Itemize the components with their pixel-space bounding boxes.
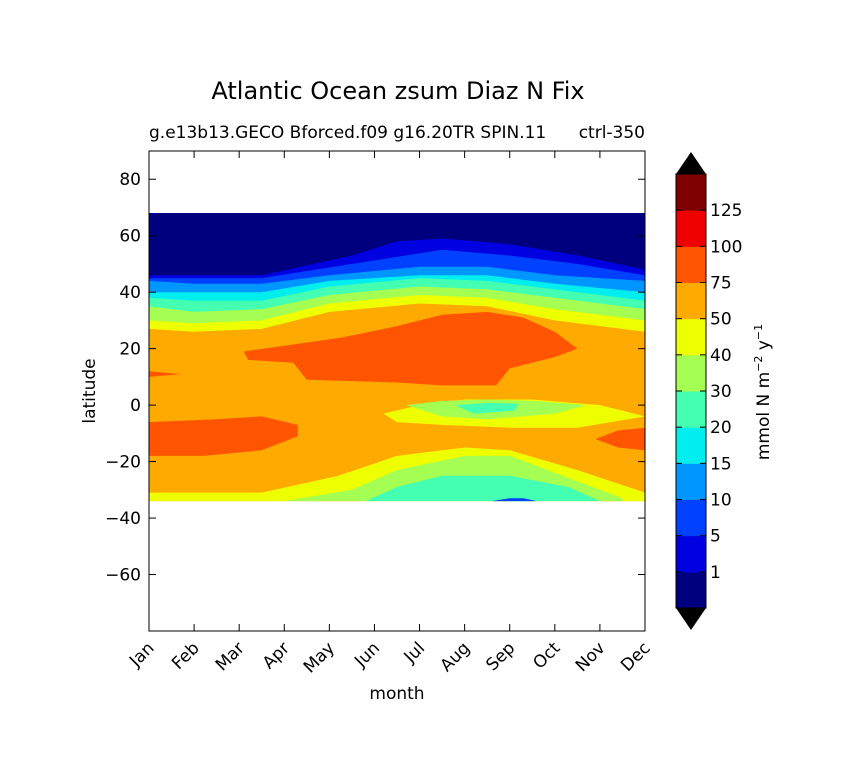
y-axis-label: latitude bbox=[80, 358, 100, 423]
colorbar-tick-label: 40 bbox=[710, 346, 732, 366]
colorbar-tick-label: 75 bbox=[710, 274, 732, 294]
plot-frame bbox=[148, 150, 646, 632]
y-tick-label: −40 bbox=[105, 509, 141, 529]
contour-75-100-north bbox=[243, 311, 578, 386]
x-axis-label: month bbox=[369, 684, 424, 704]
colorbar-bin bbox=[676, 174, 706, 211]
colorbar-tick-label: 1 bbox=[710, 563, 721, 583]
y-tick-label: 80 bbox=[119, 170, 141, 190]
y-axis: 80 60 40 20 0 −20 −40 −60 bbox=[105, 170, 645, 586]
colorbar-tick-label: 10 bbox=[710, 491, 732, 511]
plot-area bbox=[148, 150, 646, 632]
colorbar-tick-label: 5 bbox=[710, 527, 721, 547]
contour-75-100-south-west bbox=[149, 416, 298, 456]
colorbar-tick-label: 15 bbox=[710, 454, 732, 474]
x-tick-label: Jun bbox=[350, 638, 384, 672]
colorbar-bin bbox=[676, 571, 706, 609]
x-tick-label: Jan bbox=[125, 638, 158, 671]
colorbar-label-exp2: −1 bbox=[752, 324, 765, 340]
colorbar-bin bbox=[676, 499, 706, 537]
colorbar-tick-label: 100 bbox=[710, 237, 742, 257]
colorbar-tick-label: 50 bbox=[710, 310, 732, 330]
colorbar-bin bbox=[676, 391, 706, 428]
chart-subtitle-left: g.e13b13.GECO Bforced.f09 g16.20TR SPIN.… bbox=[149, 123, 546, 143]
x-tick-label: Aug bbox=[437, 638, 475, 676]
colorbar-bin bbox=[676, 463, 706, 500]
y-tick-label: −20 bbox=[105, 453, 141, 473]
x-tick-label: May bbox=[300, 638, 339, 677]
contour-75-100-edge bbox=[149, 371, 181, 377]
x-tick-label: Feb bbox=[168, 638, 203, 673]
x-tick-label: Jul bbox=[400, 638, 429, 667]
colorbar-label-unit-part2: y bbox=[754, 340, 774, 355]
chart-title: Atlantic Ocean zsum Diaz N Fix bbox=[211, 77, 584, 105]
y-tick-label: 20 bbox=[119, 340, 141, 360]
x-tick-label: Oct bbox=[529, 638, 564, 673]
colorbar-tick-label: 125 bbox=[710, 201, 742, 221]
colorbar-bin bbox=[676, 282, 706, 320]
x-tick-label: Nov bbox=[572, 638, 610, 676]
colorbar-label: mmol N m−2 y−1 bbox=[752, 324, 774, 460]
colorbar-bin bbox=[676, 535, 706, 573]
contour-below-1 bbox=[149, 213, 645, 276]
x-tick-label: Sep bbox=[482, 638, 519, 675]
contour-5-10-south bbox=[491, 498, 537, 502]
contour-fills bbox=[149, 213, 645, 502]
colorbar-under-arrow bbox=[676, 608, 706, 630]
y-tick-label: 60 bbox=[119, 227, 141, 247]
colorbar-bin bbox=[676, 354, 706, 392]
x-tick-label: Dec bbox=[617, 638, 654, 675]
y-tick-label: 0 bbox=[130, 396, 141, 416]
colorbar-tick-label: 20 bbox=[710, 418, 732, 438]
colorbar-bin bbox=[676, 210, 706, 247]
colorbar-bin bbox=[676, 427, 706, 464]
contour-20-30-equator bbox=[455, 402, 519, 414]
x-tick-label: Apr bbox=[259, 638, 294, 673]
contour-75-100-south-east bbox=[595, 427, 645, 451]
colorbar-label-unit-part1: mmol N m bbox=[754, 372, 774, 460]
colorbar-bin bbox=[676, 246, 706, 283]
chart-subtitle-right: ctrl-350 bbox=[579, 123, 645, 143]
x-tick-label: Mar bbox=[212, 638, 249, 675]
colorbar-bin bbox=[676, 318, 706, 356]
colorbar-label-exp1: −2 bbox=[752, 356, 765, 372]
y-tick-label: −60 bbox=[105, 566, 141, 586]
contour-20-30-south bbox=[365, 475, 600, 502]
colorbar-tick-label: 30 bbox=[710, 382, 732, 402]
y-tick-label: 40 bbox=[119, 283, 141, 303]
colorbar-over-arrow bbox=[676, 152, 706, 174]
